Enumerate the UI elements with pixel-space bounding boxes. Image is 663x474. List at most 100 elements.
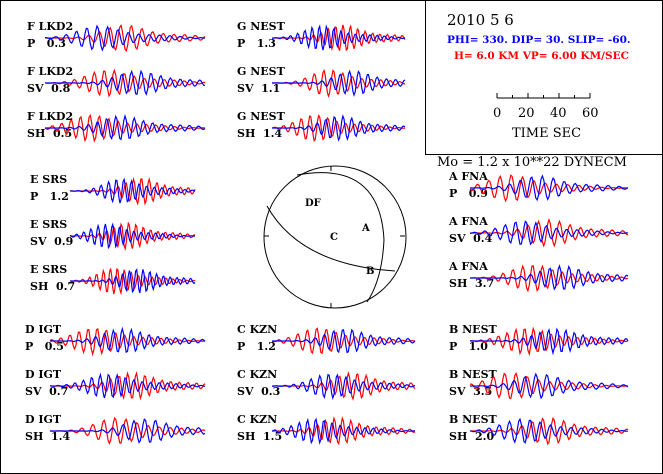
waveform-row: B NEST SV 3.5 <box>449 368 629 400</box>
station-name: A FNA <box>448 260 488 273</box>
observed-trace <box>470 372 629 400</box>
beachball-station-label: DF <box>305 198 321 209</box>
station-name: D IGT <box>25 413 62 426</box>
mechanism-params: PHI= 330. DIP= 30. SLIP= -60. <box>447 34 631 46</box>
waveform-row: G NEST SV 1.1 <box>237 65 406 99</box>
waveform-row: C KZN SH 1.5 <box>237 413 416 446</box>
synthetic-trace <box>45 23 206 53</box>
waveform-row: D IGT SH 1.4 <box>25 413 206 445</box>
station-group-g: G NEST P 1.3 G NEST SV 1.1 G NEST SH 1.4 <box>237 20 406 142</box>
component-amplitude: SH 3.7 <box>449 277 494 290</box>
depth-velocity: H= 6.0 KM VP= 6.00 KM/SEC <box>454 50 629 62</box>
component-amplitude: P 1.2 <box>30 190 69 203</box>
component-amplitude: SV 0.7 <box>25 385 68 398</box>
synthetic-trace <box>469 264 629 293</box>
station-group-e: E SRS P 1.2 E SRS SV 0.9 E SRS SH 0.7 <box>30 173 196 296</box>
station-name: G NEST <box>237 20 286 33</box>
component-amplitude: P 0.9 <box>449 187 488 200</box>
waveform-row: A FNA P 0.9 <box>448 170 629 203</box>
observed-trace <box>470 264 629 291</box>
component-amplitude: SV 0.3 <box>237 385 280 398</box>
observed-trace <box>469 417 628 444</box>
scale-tick-label: 0 <box>493 106 501 121</box>
synthetic-trace <box>49 327 206 357</box>
synthetic-trace <box>271 114 406 142</box>
observed-trace <box>49 372 206 399</box>
waveform-row: F LKD2 P 0.3 <box>27 20 206 53</box>
station-name: A FNA <box>448 215 488 228</box>
synthetic-trace <box>50 371 206 401</box>
station-name: F LKD2 <box>27 65 73 78</box>
synthetic-trace <box>44 113 206 143</box>
waveform-row: D IGT SV 0.7 <box>25 368 206 401</box>
beachball: DF A C B <box>263 165 407 309</box>
scale-tick-label: 60 <box>582 106 599 121</box>
waveform-row: F LKD2 SV 0.8 <box>27 65 206 98</box>
component-amplitude: SV 0.8 <box>27 82 71 95</box>
observed-trace <box>272 328 416 354</box>
station-name: C KZN <box>237 368 277 381</box>
waveform-row: A FNA SV 0.4 <box>448 215 629 248</box>
nodal-plane-2 <box>296 172 385 303</box>
waveform-row: F LKD2 SH 0.5 <box>27 110 206 143</box>
event-date: 2010 5 6 <box>447 11 514 29</box>
station-name: C KZN <box>237 413 277 426</box>
waveform-row: B NEST P 1.0 <box>449 323 629 357</box>
component-amplitude: P 0.3 <box>27 37 66 50</box>
station-name: C KZN <box>237 323 277 336</box>
station-name: G NEST <box>237 65 286 78</box>
station-name: B NEST <box>449 323 498 336</box>
observed-trace <box>470 174 629 202</box>
station-group-a: A FNA P 0.9 A FNA SV 0.4 A FNA SH 3.7 <box>448 170 629 293</box>
observed-trace <box>70 268 196 294</box>
observed-trace <box>470 327 629 356</box>
synthetic-trace <box>272 24 406 52</box>
focal-sphere <box>263 165 407 309</box>
waveform-row: E SRS SH 0.7 <box>30 263 196 296</box>
station-name: F LKD2 <box>27 110 73 123</box>
synthetic-trace <box>272 69 405 99</box>
observed-trace <box>50 418 206 444</box>
component-amplitude: P 1.0 <box>449 340 488 353</box>
nodal-plane-1 <box>266 205 396 272</box>
station-name: D IGT <box>25 323 62 336</box>
observed-trace <box>69 222 195 250</box>
station-name: B NEST <box>449 368 498 381</box>
station-name: A FNA <box>448 170 488 183</box>
waveform-row: G NEST P 1.3 <box>237 20 406 52</box>
observed-trace <box>45 113 206 141</box>
observed-trace <box>70 177 196 204</box>
synthetic-trace <box>70 221 196 252</box>
observed-trace <box>271 417 415 445</box>
waveform-row: B NEST SH 2.0 <box>449 413 629 446</box>
waveform-row: C KZN SV 0.3 <box>237 368 416 402</box>
scale-tick-label: 40 <box>550 106 567 121</box>
component-amplitude: SH 0.7 <box>30 280 75 293</box>
synthetic-trace <box>470 217 629 248</box>
synthetic-trace <box>469 174 628 203</box>
seismic-moment: Mo = 1.2 x 10**22 DYNECM <box>437 155 627 170</box>
component-amplitude: SH 0.5 <box>27 127 72 140</box>
time-axis-label: TIME SEC <box>512 126 581 141</box>
observed-trace <box>50 326 206 354</box>
component-amplitude: SH 1.5 <box>237 430 282 443</box>
waveform-row: E SRS P 1.2 <box>30 173 196 206</box>
component-amplitude: SV 3.5 <box>449 385 492 398</box>
station-group-c: C KZN P 1.2 C KZN SV 0.3 C KZN SH 1.5 <box>237 323 416 446</box>
component-amplitude: SH 1.4 <box>25 430 70 443</box>
waveform-row: A FNA SH 3.7 <box>448 260 629 293</box>
observed-trace <box>469 220 629 246</box>
waveform-row: D IGT P 0.5 <box>25 323 206 357</box>
waveform-row: E SRS SV 0.9 <box>30 218 196 252</box>
component-amplitude: SV 0.4 <box>449 232 493 245</box>
beachball-station-label: C <box>330 232 338 243</box>
observed-trace <box>272 24 406 51</box>
station-group-d: D IGT P 0.5 D IGT SV 0.7 D IGT SH 1.4 <box>25 323 206 445</box>
component-amplitude: SH 2.0 <box>449 430 494 443</box>
station-name: E SRS <box>30 263 67 276</box>
station-name: F LKD2 <box>27 20 73 33</box>
station-name: E SRS <box>30 173 67 186</box>
station-group-f: F LKD2 P 0.3 F LKD2 SV 0.8 F LKD2 SH 0.5 <box>27 20 206 143</box>
time-scale-bar: 0 20 40 60 TIME SEC <box>493 93 599 141</box>
